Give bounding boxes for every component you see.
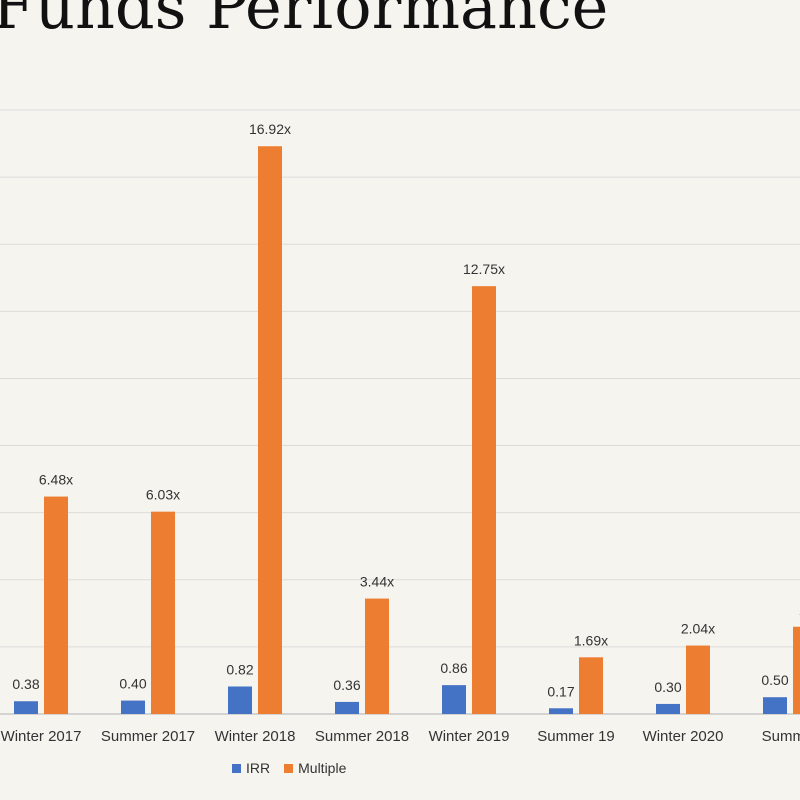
x-tick-label-0: Winter 2017 <box>1 728 82 745</box>
data-label-irr-3: 0.36 <box>333 677 360 693</box>
data-labels-group: 0.38 6.48x 0.40 6.03x 0.82 16.92x 0.36 3.44x 0.8… <box>12 121 800 699</box>
x-tick-label-4: Winter 2019 <box>429 728 510 745</box>
bar-multiple-4 <box>472 286 496 714</box>
bar-irr-6 <box>656 703 680 714</box>
chart-title: Funds Performance <box>0 0 609 43</box>
x-tick-label-5: Summer 19 <box>537 728 615 745</box>
x-tick-label-3: Summer 2018 <box>315 728 409 745</box>
bar-irr-7 <box>763 697 787 714</box>
x-tick-labels-group: Winter 2017 Summer 2017 Winter 2018 Summer … <box>1 728 800 745</box>
data-label-multiple-6: 2.04x <box>681 621 715 637</box>
data-label-irr-5: 0.17 <box>547 683 574 699</box>
legend-label-irr: IRR <box>246 760 271 776</box>
bar-multiple-6 <box>686 645 710 714</box>
bar-irr-4 <box>442 685 466 714</box>
bar-multiple-2 <box>258 146 282 715</box>
data-label-irr-1: 0.40 <box>119 676 146 692</box>
bar-irr-3 <box>335 701 359 714</box>
data-label-irr-4: 0.86 <box>440 660 467 676</box>
x-tick-label-7: Summer <box>762 728 800 745</box>
bar-multiple-7 <box>793 626 800 714</box>
legend-item-irr: IRR <box>232 760 270 776</box>
legend-swatch-irr <box>232 763 241 773</box>
bar-multiple-3 <box>365 598 389 714</box>
data-label-multiple-2: 16.92x <box>249 121 291 137</box>
bar-irr-5 <box>549 708 573 714</box>
data-label-multiple-1: 6.03x <box>146 487 180 503</box>
bars-group <box>14 146 800 715</box>
x-tick-label-2: Winter 2018 <box>215 728 296 745</box>
data-label-multiple-0: 6.48x <box>39 472 73 488</box>
legend-swatch-multiple <box>284 763 294 773</box>
bar-irr-0 <box>14 701 38 714</box>
bar-multiple-1 <box>151 511 175 714</box>
bar-irr-2 <box>228 686 252 714</box>
legend: IRR Multiple <box>232 760 346 776</box>
bar-multiple-0 <box>44 496 68 714</box>
x-tick-label-6: Winter 2020 <box>643 728 724 745</box>
data-label-irr-6: 0.30 <box>654 679 681 695</box>
bar-multiple-5 <box>579 657 603 714</box>
data-label-multiple-3: 3.44x <box>360 574 394 590</box>
legend-label-multiple: Multiple <box>298 760 347 776</box>
legend-item-multiple: Multiple <box>284 760 346 776</box>
data-label-irr-7: 0.50 <box>761 672 788 688</box>
data-label-irr-2: 0.82 <box>226 661 253 677</box>
bar-irr-1 <box>121 700 145 714</box>
data-label-multiple-4: 12.75x <box>463 261 505 277</box>
data-label-irr-0: 0.38 <box>12 676 39 692</box>
x-tick-label-1: Summer 2017 <box>101 728 195 745</box>
data-label-multiple-5: 1.69x <box>574 632 608 648</box>
